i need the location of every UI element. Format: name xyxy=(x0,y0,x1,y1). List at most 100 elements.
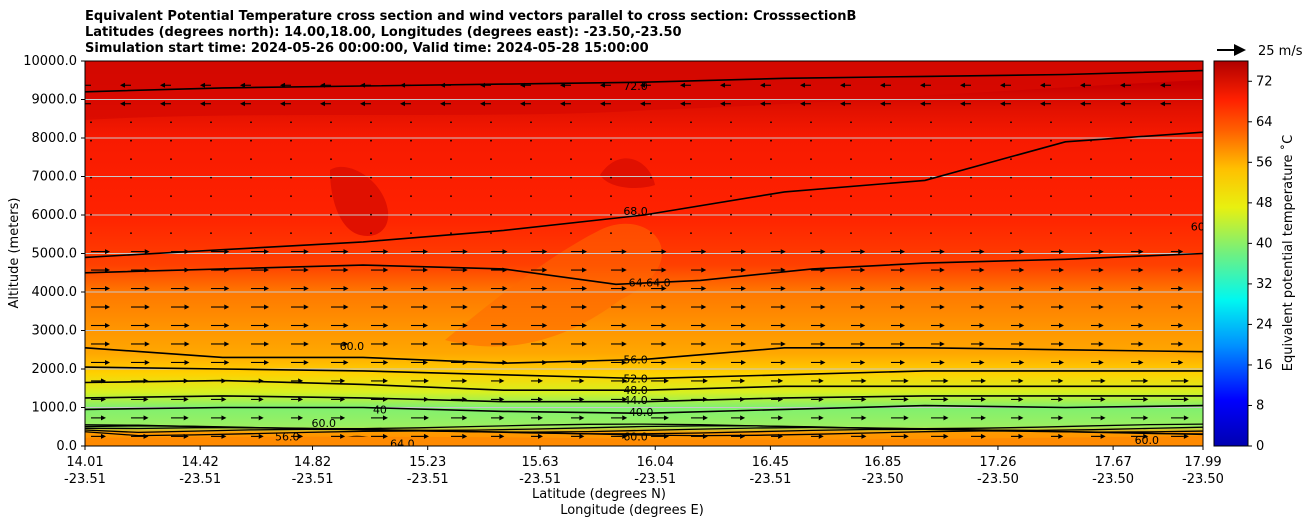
wind-vector-head xyxy=(1178,304,1184,310)
wind-vector xyxy=(810,232,812,234)
wind-vector-head xyxy=(860,249,866,255)
wind-vector-head xyxy=(621,267,627,273)
wind-vector-head xyxy=(184,341,190,347)
wind-vector xyxy=(970,139,972,142)
wind-vector-head xyxy=(538,415,543,421)
y-tick-label: 0.0 xyxy=(56,439,77,454)
wind-vector xyxy=(810,158,812,161)
wind-vector xyxy=(610,158,612,161)
wind-vector-head xyxy=(343,249,349,255)
wind-vector-head xyxy=(820,249,826,255)
wind-vector xyxy=(650,139,652,142)
wind-vector xyxy=(210,139,212,142)
wind-vector-head xyxy=(701,341,707,347)
colorbar-ticks: 0 8 16 24 32 40 48 56 64 72 xyxy=(1248,74,1273,454)
contour-label: 64.64.0 xyxy=(629,276,671,289)
wind-vector-head xyxy=(520,101,525,107)
contour-label: 44.0 xyxy=(623,394,648,407)
x-tick-label-lat: 14.42 xyxy=(182,455,219,470)
wind-vector xyxy=(290,232,292,234)
y-tick-label: 6000.0 xyxy=(32,208,78,223)
wind-vector xyxy=(770,158,772,161)
wind-vector xyxy=(650,195,652,198)
wind-vector-head xyxy=(582,267,587,273)
wind-vector-head xyxy=(1058,396,1064,402)
y-tick-label: 8000.0 xyxy=(32,131,78,146)
wind-vector-head xyxy=(298,396,304,402)
wind-vector xyxy=(410,195,412,198)
wind-vector xyxy=(850,121,852,124)
wind-vector-head xyxy=(661,249,667,255)
wind-vector xyxy=(850,158,852,161)
contour-label: 56.0 xyxy=(623,353,648,366)
wind-vector-head xyxy=(1100,378,1106,384)
wind-vector-head xyxy=(621,286,627,292)
x-axis-label-secondary: Longitude (degrees E) xyxy=(560,503,704,518)
wind-vector-head xyxy=(240,82,245,88)
wind-vector-head xyxy=(383,249,389,255)
wind-vector-head xyxy=(320,101,325,107)
wind-vector xyxy=(410,158,412,161)
wind-vector xyxy=(170,158,172,161)
wind-vector-head xyxy=(542,286,548,292)
wind-vector-head xyxy=(340,433,346,439)
wind-vector-head xyxy=(264,286,269,292)
wind-vector-head xyxy=(343,304,349,310)
wind-vector xyxy=(450,121,452,124)
wind-vector xyxy=(1170,139,1172,142)
wind-vector-head xyxy=(200,82,205,88)
wind-vector xyxy=(1050,121,1052,124)
wind-vector xyxy=(730,232,732,234)
wind-vector-head xyxy=(1183,415,1189,421)
wind-vector-head xyxy=(400,101,405,107)
wind-vector-head xyxy=(960,101,965,107)
wind-vector-head xyxy=(383,322,389,328)
wind-vector-head xyxy=(600,101,605,107)
wind-vector-head xyxy=(818,415,824,421)
wind-vector-head xyxy=(343,267,349,273)
wind-vector xyxy=(850,213,852,216)
wind-vector-head xyxy=(200,101,205,107)
wind-vector-head xyxy=(1138,286,1144,292)
wind-vector-head xyxy=(303,304,309,310)
wind-vector xyxy=(610,195,612,198)
wind-vector-head xyxy=(621,304,627,310)
wind-vector-head xyxy=(101,415,106,421)
wind-vector-head xyxy=(979,249,985,255)
wind-vector-head xyxy=(818,433,824,439)
colorbar-tick-label: 8 xyxy=(1256,398,1264,413)
wind-vector-head xyxy=(144,304,150,310)
contour-label: 60.0 xyxy=(312,417,337,430)
wind-vector xyxy=(130,232,132,234)
wind-vector-head xyxy=(741,267,746,273)
wind-vector-head xyxy=(144,322,150,328)
wind-vector xyxy=(810,176,812,179)
wind-vector-head xyxy=(183,415,189,421)
wind-vector-head xyxy=(440,101,445,107)
colorbar-tick-label: 56 xyxy=(1256,155,1273,170)
wind-vector-head xyxy=(1019,341,1025,347)
wind-vector-head xyxy=(1000,82,1005,88)
wind-vector-head xyxy=(258,415,264,421)
wind-vector-head xyxy=(105,267,110,273)
x-tick-label-lat: 16.45 xyxy=(752,455,789,470)
wind-vector xyxy=(770,176,772,179)
wind-vector xyxy=(530,176,532,179)
wind-vector-head xyxy=(860,341,866,347)
wind-vector xyxy=(1090,121,1092,124)
wind-vector xyxy=(210,232,212,234)
wind-vector xyxy=(210,176,212,179)
wind-vector-head xyxy=(582,304,587,310)
wind-vector-head xyxy=(303,286,309,292)
y-tick-label: 10000.0 xyxy=(23,54,77,69)
wind-vector-head xyxy=(900,286,905,292)
wind-vector xyxy=(250,195,252,198)
wind-vector xyxy=(450,195,452,198)
wind-vector-head xyxy=(560,101,565,107)
wind-vector-head xyxy=(1138,304,1144,310)
wind-vector-head xyxy=(780,286,786,292)
wind-vector xyxy=(570,195,572,198)
wind-vector-head xyxy=(900,322,905,328)
contour-label: 60.0 xyxy=(1191,221,1216,234)
wind-vector xyxy=(970,213,972,216)
